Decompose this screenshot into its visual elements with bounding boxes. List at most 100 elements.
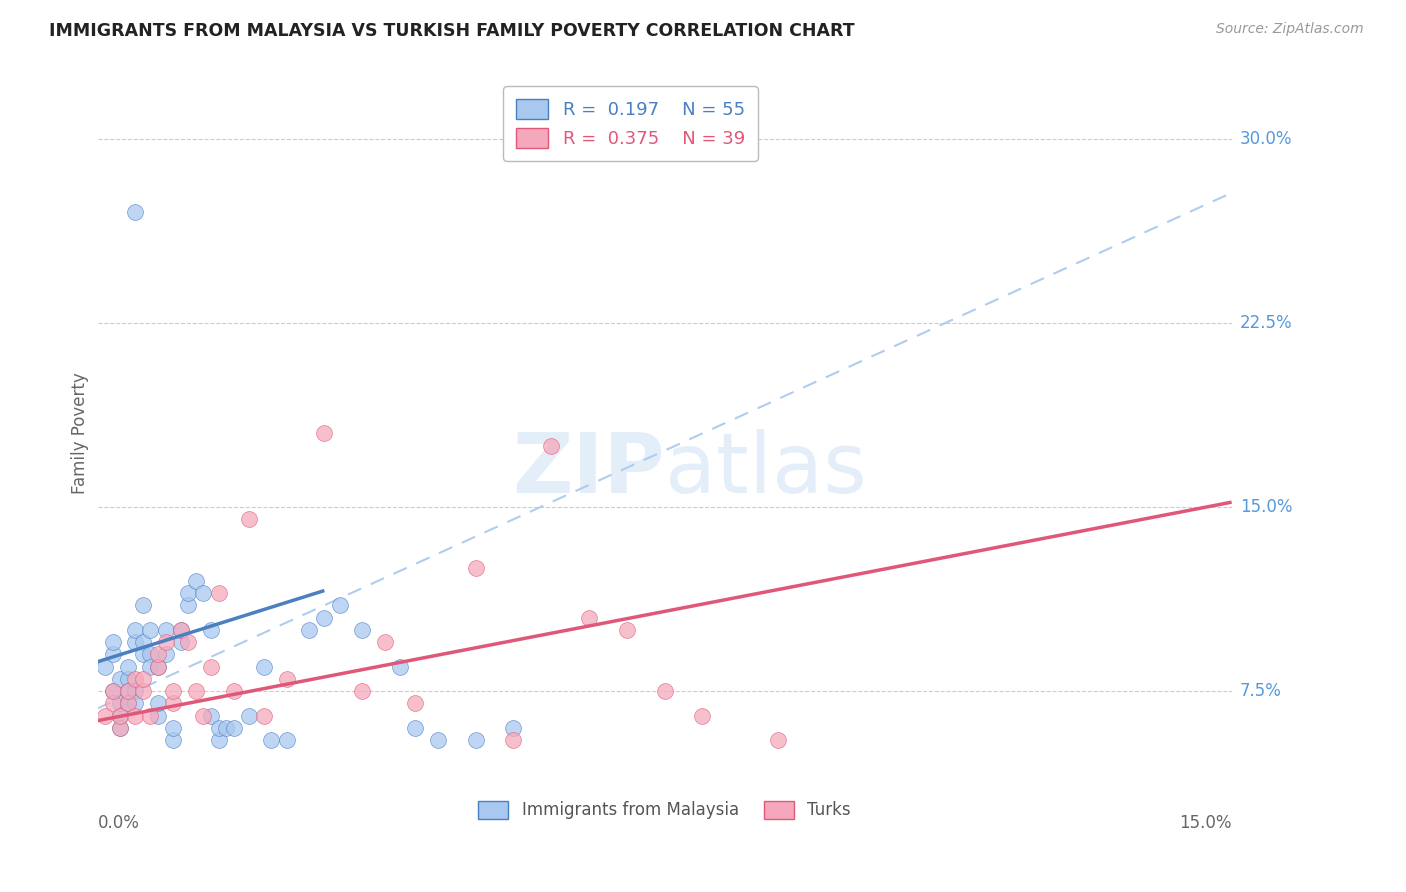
Point <box>110 708 132 723</box>
Text: ZIP: ZIP <box>512 428 665 509</box>
Y-axis label: Family Poverty: Family Poverty <box>72 373 89 494</box>
Point <box>124 684 146 698</box>
Point <box>117 672 139 686</box>
Point <box>200 708 222 723</box>
Point <box>110 721 132 735</box>
Point <box>117 684 139 698</box>
Point <box>654 684 676 698</box>
Point <box>464 561 486 575</box>
Text: atlas: atlas <box>665 428 866 509</box>
Point <box>616 623 638 637</box>
Point <box>146 708 169 723</box>
Point <box>260 733 283 747</box>
Point <box>110 697 132 711</box>
Point <box>276 733 298 747</box>
Point <box>117 697 139 711</box>
Point <box>117 697 139 711</box>
Point <box>207 721 229 735</box>
Point <box>162 733 184 747</box>
Point <box>94 708 117 723</box>
Point <box>124 697 146 711</box>
Point <box>101 684 124 698</box>
Point <box>124 672 146 686</box>
Text: Source: ZipAtlas.com: Source: ZipAtlas.com <box>1216 22 1364 37</box>
Point <box>540 439 562 453</box>
Point <box>314 426 336 441</box>
Point <box>155 623 177 637</box>
Point <box>139 659 162 673</box>
Point <box>132 599 155 613</box>
Point <box>170 635 193 649</box>
Point <box>139 708 162 723</box>
Point <box>502 733 524 747</box>
Point <box>352 684 374 698</box>
Point <box>298 623 321 637</box>
Point <box>146 659 169 673</box>
Point <box>193 708 215 723</box>
Point <box>132 648 155 662</box>
Text: 15.0%: 15.0% <box>1240 498 1292 516</box>
Point <box>404 697 426 711</box>
Point <box>132 684 155 698</box>
Point <box>253 659 276 673</box>
Point <box>146 659 169 673</box>
Point <box>404 721 426 735</box>
Point <box>177 599 200 613</box>
Point <box>124 623 146 637</box>
Point <box>110 708 132 723</box>
Point <box>101 635 124 649</box>
Text: 15.0%: 15.0% <box>1180 814 1232 832</box>
Point <box>124 205 146 219</box>
Point <box>328 599 350 613</box>
Point <box>207 586 229 600</box>
Point <box>117 684 139 698</box>
Point <box>502 721 524 735</box>
Legend: Immigrants from Malaysia, Turks: Immigrants from Malaysia, Turks <box>467 789 862 831</box>
Point <box>139 623 162 637</box>
Point <box>101 697 124 711</box>
Point <box>110 721 132 735</box>
Point <box>578 610 600 624</box>
Text: 22.5%: 22.5% <box>1240 314 1292 332</box>
Point <box>215 721 238 735</box>
Point <box>200 659 222 673</box>
Point <box>146 697 169 711</box>
Point <box>193 586 215 600</box>
Point <box>253 708 276 723</box>
Point <box>162 684 184 698</box>
Point <box>207 733 229 747</box>
Point <box>101 648 124 662</box>
Point <box>374 635 396 649</box>
Point <box>101 684 124 698</box>
Point <box>692 708 714 723</box>
Point <box>162 697 184 711</box>
Point <box>426 733 449 747</box>
Point <box>177 586 200 600</box>
Point <box>352 623 374 637</box>
Point <box>222 684 245 698</box>
Point <box>238 512 260 526</box>
Point <box>132 672 155 686</box>
Point <box>139 648 162 662</box>
Point <box>200 623 222 637</box>
Text: 0.0%: 0.0% <box>97 814 139 832</box>
Text: 7.5%: 7.5% <box>1240 682 1282 700</box>
Point <box>155 635 177 649</box>
Point <box>177 635 200 649</box>
Point <box>184 684 207 698</box>
Point <box>766 733 789 747</box>
Point <box>146 648 169 662</box>
Text: 30.0%: 30.0% <box>1240 130 1292 148</box>
Text: IMMIGRANTS FROM MALAYSIA VS TURKISH FAMILY POVERTY CORRELATION CHART: IMMIGRANTS FROM MALAYSIA VS TURKISH FAMI… <box>49 22 855 40</box>
Point <box>314 610 336 624</box>
Point <box>238 708 260 723</box>
Point <box>184 574 207 588</box>
Point <box>222 721 245 735</box>
Point <box>117 659 139 673</box>
Point <box>388 659 411 673</box>
Point <box>276 672 298 686</box>
Point <box>124 635 146 649</box>
Point <box>170 623 193 637</box>
Point <box>132 635 155 649</box>
Point <box>162 721 184 735</box>
